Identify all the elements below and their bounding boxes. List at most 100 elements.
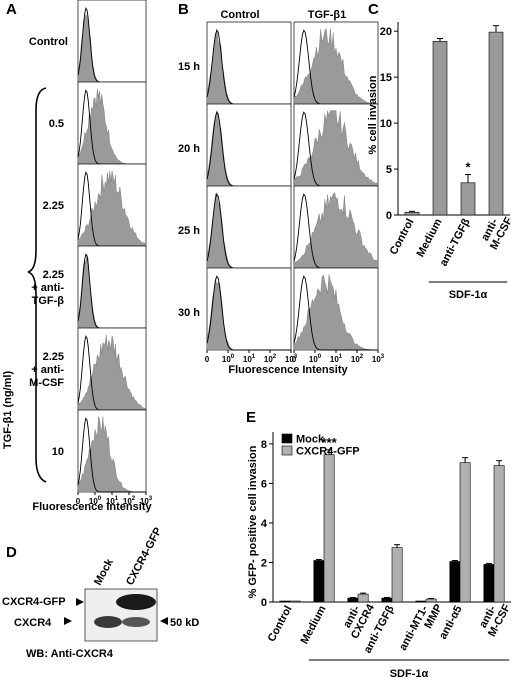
panel-b-ctrl-tick-exp-3: 2 [273, 354, 277, 360]
panel-c-bar-0-0 [404, 211, 420, 216]
panel-a-row-label-0: Control [29, 36, 68, 48]
panel-e-bar-2-1 [357, 593, 369, 603]
panel-a-row-label-line: + anti- [31, 364, 64, 376]
panel-e-bar-3-0 [381, 597, 393, 603]
panel-c-category-label-line: Medium [415, 217, 445, 260]
panel-a-tick-label-2: 101 [106, 496, 119, 506]
panel-b-tgf-histogram-3 [293, 267, 379, 351]
panel-c-category-label-3: anti-M-CSF [477, 209, 515, 251]
panel-b-ctrl-tick-exp-4: 3 [294, 354, 298, 360]
panel-b-control-histogram-0 [206, 21, 292, 105]
panel-a-row-label-2: 2.25 [43, 200, 64, 212]
panel-a-row-label-5: 10 [52, 446, 64, 458]
panel-b-ctrl-tick-label-0: 0 [205, 355, 210, 364]
panel-a-tick-exp-2: 1 [115, 496, 119, 502]
panel-c-ytick-label-4: 20 [380, 26, 392, 38]
panel-c-category-label-line: Control [388, 217, 417, 257]
panel-e-bar-1-1 [323, 454, 335, 603]
panel-c-ytick-label-3: 15 [380, 72, 392, 84]
marker-50kd: 50 kD [170, 617, 199, 629]
panel-c-bar-1-0 [432, 40, 448, 216]
band-label-cxcr4: CXCR4 [14, 617, 52, 629]
panel-a-row-label-line: 2.25 [43, 200, 64, 212]
panel-e-legend-swatch-0 [281, 433, 293, 444]
band-cxcr4-mock [94, 616, 122, 628]
panel-b-histograms: Control TGF-β1 Fluorescence Intensity 15… [178, 9, 385, 376]
panel-b-control-histogram-2 [206, 185, 292, 269]
histogram-sample [293, 274, 379, 351]
panel-e-bar-chart: % GFP- positive cell invasion 0 2 4 6 8 Contr… [247, 432, 513, 680]
panel-a-tick-exp-1: 0 [98, 496, 102, 502]
panel-b-tgf-tick-label-3: 102 [351, 354, 364, 364]
panel-b-ctrl-tick-exp-1: 0 [231, 354, 235, 360]
histogram-sample [293, 110, 379, 187]
panel-b-control-histogram-1 [206, 103, 292, 187]
lane-label-cxcr4-gfp: CXCR4-GFP [124, 526, 164, 588]
histogram-sample [77, 334, 147, 411]
panel-a-tick-label-4: 103 [140, 496, 153, 506]
panel-e-ytick-label-4: 8 [261, 439, 267, 451]
lane-label-mock: Mock [92, 556, 116, 587]
panel-b-x-axis-label: Fluorescence Intensity [228, 364, 348, 376]
band-label-cxcr4-gfp: CXCR4-GFP [2, 596, 66, 608]
panel-b-control-histogram-3 [206, 267, 292, 351]
panel-e-category-label-4: anti-MT1-MMP [397, 597, 445, 658]
panel-e-group-label: SDF-1α [390, 668, 429, 680]
panel-a-histogram-1 [77, 81, 147, 165]
panel-a-tick-exp-3: 2 [132, 496, 136, 502]
panel-a-row-label-4: 2.25 + anti-M-CSF [29, 351, 64, 389]
blot-footer: WB: Anti-CXCR4 [26, 648, 114, 660]
panel-b-tgf-histogram-2 [293, 185, 379, 269]
panel-d-letter: D [6, 544, 17, 561]
panel-e-category-label-line: Medium [299, 604, 329, 647]
panel-a-row-label-line: M-CSF [29, 377, 64, 389]
panel-a-x-axis-label: Fluorescence Intensity [32, 501, 152, 513]
arrow-cxcr4 [64, 617, 72, 625]
panel-e-category-label-line: anti-MT1- [397, 603, 431, 652]
histogram-sample [293, 192, 379, 269]
arrow-cxcr4-gfp [76, 598, 84, 606]
panel-b-ctrl-tick-label-3: 102 [264, 354, 277, 364]
arrow-50kd [160, 617, 168, 625]
panel-c-bar-2-0 [460, 182, 476, 216]
panel-e-legend-swatch-1 [281, 445, 293, 456]
panel-c-letter: C [368, 1, 379, 18]
panel-c-category-label-1: Medium [415, 217, 445, 260]
panel-a-tick-label-3: 102 [123, 496, 136, 506]
panel-e-bar-4-0 [415, 600, 427, 603]
panel-a-y-axis-label: TGF-β1 (ng/ml) [2, 371, 14, 450]
panel-c-category-label-0: Control [388, 217, 417, 257]
panel-b-letter: B [178, 1, 189, 18]
panel-e-letter: E [246, 409, 256, 426]
panel-c-group-label: SDF-1α [449, 289, 488, 301]
panel-a-histogram-3 [77, 245, 147, 329]
panel-e-bar-4-1 [425, 598, 437, 603]
panel-a-histograms: TGF-β1 (ng/ml) Fluorescence Intensity Co… [2, 0, 153, 513]
panel-e-y-axis-label: % GFP- positive cell invasion [247, 445, 259, 598]
panel-d-western-blot: Mock CXCR4-GFP CXCR4-GFP CXCR4 50 kD WB:… [2, 526, 199, 660]
panel-a-histogram-2 [77, 163, 147, 247]
panel-e-bar-0-1 [289, 600, 301, 603]
panel-a-tick-exp-4: 3 [149, 496, 153, 502]
panel-c-ytick-label-2: 10 [380, 118, 392, 130]
panel-b-tgf-histogram-1 [293, 103, 379, 187]
panel-e-bar-3-1 [391, 547, 403, 603]
panel-a-row-label-1: 0.5 [49, 118, 64, 130]
panel-b-ctrl-tick-exp-2: 1 [252, 354, 256, 360]
bracket [27, 87, 47, 483]
panel-b-ctrl-tick-label-2: 101 [243, 354, 256, 364]
panel-c-annotation-2: * [465, 160, 471, 175]
panel-b-ctrl-tick-label-1: 100 [222, 354, 235, 364]
panel-a-row-label-line: 2.25 [43, 351, 64, 363]
panel-e-ytick-label-2: 4 [261, 518, 268, 530]
panel-b-tgf-tick-label-2: 101 [330, 354, 343, 364]
panel-b-ctrl-tick-label-4: 103 [285, 354, 298, 364]
panel-e-bar-6-0 [483, 564, 495, 603]
panel-c-y-axis-label: % cell invasion [367, 75, 379, 154]
panel-a-tick-label-1: 100 [89, 496, 102, 506]
panel-b-row-label-3: 30 h [178, 307, 200, 319]
panel-a-histogram-0 [77, 0, 147, 83]
panel-e-bar-0-0 [279, 600, 291, 603]
panel-c-ytick-label-0: 0 [386, 210, 392, 222]
